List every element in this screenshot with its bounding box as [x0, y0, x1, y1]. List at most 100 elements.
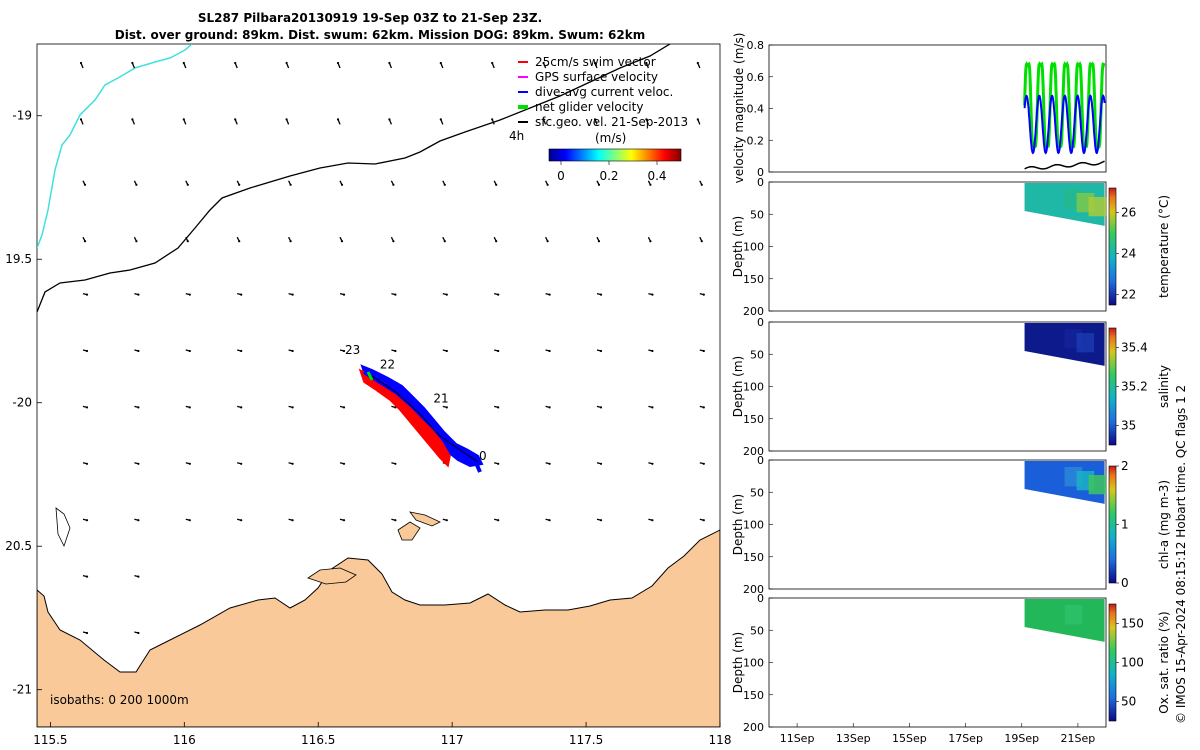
isobaths-label: isobaths: 0 200 1000m [50, 693, 189, 707]
map-x-tick-label: 116.5 [301, 733, 335, 747]
salinity-cbar-tick-label: 35.2 [1121, 380, 1148, 394]
surface-vector-head [85, 519, 89, 522]
surface-vector-head [497, 293, 500, 296]
surface-vector-head [137, 293, 140, 296]
surface-vector-head [85, 349, 89, 353]
surface-vector-head [392, 240, 395, 243]
oxygen-cbar-tick-label: 50 [1121, 695, 1136, 709]
surface-vector-head [546, 240, 549, 243]
depth-tick-label: 50 [750, 208, 764, 221]
surface-vector-head [548, 406, 551, 409]
oxygen-cbar-tick-label: 100 [1121, 656, 1144, 670]
dive-avg-current-line [1023, 94, 1106, 155]
surface-vector-head [649, 240, 652, 243]
surface-vector-head [342, 462, 346, 465]
surface-vector-head [651, 349, 654, 353]
surface-vector-head [188, 349, 191, 353]
track-label: 21 [433, 392, 448, 406]
surface-vector-head [291, 293, 294, 296]
surface-vector-head [388, 61, 391, 65]
depth-tick-label: 200 [743, 721, 764, 734]
surface-vector-head [599, 406, 603, 409]
land-area [37, 529, 720, 727]
surface-vector-head [548, 462, 551, 465]
temperature-cbar-tick-label: 22 [1121, 288, 1136, 302]
depth-tick-label: 50 [750, 348, 764, 361]
black-isobath [37, 44, 671, 313]
surface-vector-head [392, 183, 395, 186]
surface-vector-head [289, 183, 292, 186]
oxygen-cbar-label: Ox. sat. ratio (%) [1157, 611, 1171, 713]
surface-vector-head [702, 519, 705, 522]
surface-vector-head [186, 240, 189, 243]
surface-vector-head [342, 349, 346, 353]
surface-vector-head [342, 519, 346, 522]
surface-vector-head [443, 183, 446, 186]
depth-ylabel: Depth (m) [731, 494, 745, 555]
surface-vector-head [238, 240, 241, 243]
surface-vector-head [137, 349, 140, 353]
oxygen-colorbar [1108, 603, 1117, 722]
salinity-section-patch [1076, 333, 1095, 353]
depth-tick-label: 50 [750, 624, 764, 637]
surface-vector-head [548, 293, 551, 296]
surface-vector-head [182, 118, 185, 121]
temperature-colorbar [1108, 187, 1117, 306]
colorbar-tick-label: 0 [557, 169, 565, 183]
track-label: 22 [380, 357, 395, 371]
surface-vector-head [291, 406, 294, 409]
track-label: 0 [479, 449, 487, 463]
surface-vector-head [495, 183, 498, 186]
salinity-colorbar [1108, 327, 1117, 446]
glider-track [358, 364, 484, 473]
chart-title-line2: Dist. over ground: 89km. Dist. swum: 62k… [115, 28, 645, 42]
chla-cbar-tick-label: 0 [1121, 576, 1129, 590]
surface-vector-head [497, 406, 500, 409]
velocity-y-ticks: 0 0.2 0.4 0.6 0.8 [747, 39, 773, 179]
surface-vector-head [135, 240, 138, 243]
surface-vector-head [599, 293, 603, 296]
map-y-tick-label: -20 [12, 396, 32, 410]
temperature-cbar-tick-label: 24 [1121, 247, 1136, 261]
time-note: 4h [509, 129, 524, 143]
depth-tick-label: 150 [743, 551, 764, 564]
surface-vector-head [234, 118, 237, 121]
surface-vector-head [238, 183, 241, 186]
surface-vector-head [445, 519, 448, 522]
surface-vector-head [394, 462, 397, 465]
legend-label: GPS surface velocity [535, 70, 658, 84]
depth-tick-label: 200 [743, 305, 764, 318]
velocity-colorbar-ticks: 0 0.2 0.4 [557, 161, 667, 183]
surface-vector-head [443, 240, 446, 243]
surface-vector-head [291, 519, 294, 522]
velocity-y-tick-label: 0.4 [747, 103, 765, 116]
temperature-cbar-label: temperature (°C) [1157, 195, 1171, 298]
salinity-cbar-tick-label: 35 [1121, 419, 1136, 433]
track-time-labels: 23 22 21 0 [345, 343, 487, 463]
surface-vector-head [495, 240, 498, 243]
surface-vector-head [131, 61, 134, 65]
surface-vector-head [234, 61, 237, 65]
surface-vector-head [548, 349, 551, 353]
map-y-tick-label: -19 [12, 109, 32, 123]
map-x-tick-label: 117.5 [569, 733, 603, 747]
time-tick-label: 15Sep [892, 732, 927, 745]
depth-ylabel: Depth (m) [731, 632, 745, 693]
temperature-panel: 0 50 100 150 200 Depth (m) 22 24 26 temperature (… [731, 176, 1171, 318]
surface-vector-head [188, 293, 191, 296]
time-tick-label: 13Sep [836, 732, 871, 745]
map-x-tick-label: 115.5 [33, 733, 67, 747]
surface-vector-head [497, 349, 500, 353]
depth-tick-label: 0 [757, 316, 764, 329]
surface-vector-head [83, 183, 87, 186]
surface-vector-head [186, 183, 189, 186]
surface-vector-head [645, 118, 648, 121]
surface-vector-head [336, 61, 340, 65]
surface-vector-head [85, 406, 89, 409]
legend-label: net glider velocity [535, 100, 643, 114]
chla-colorbar [1108, 465, 1117, 584]
surface-vector-head [597, 240, 601, 243]
velocity-y-tick-label: 0.6 [747, 71, 765, 84]
surface-vector-head [542, 118, 545, 121]
chla-cbar-label: chl-a (mg m-3) [1157, 480, 1171, 569]
